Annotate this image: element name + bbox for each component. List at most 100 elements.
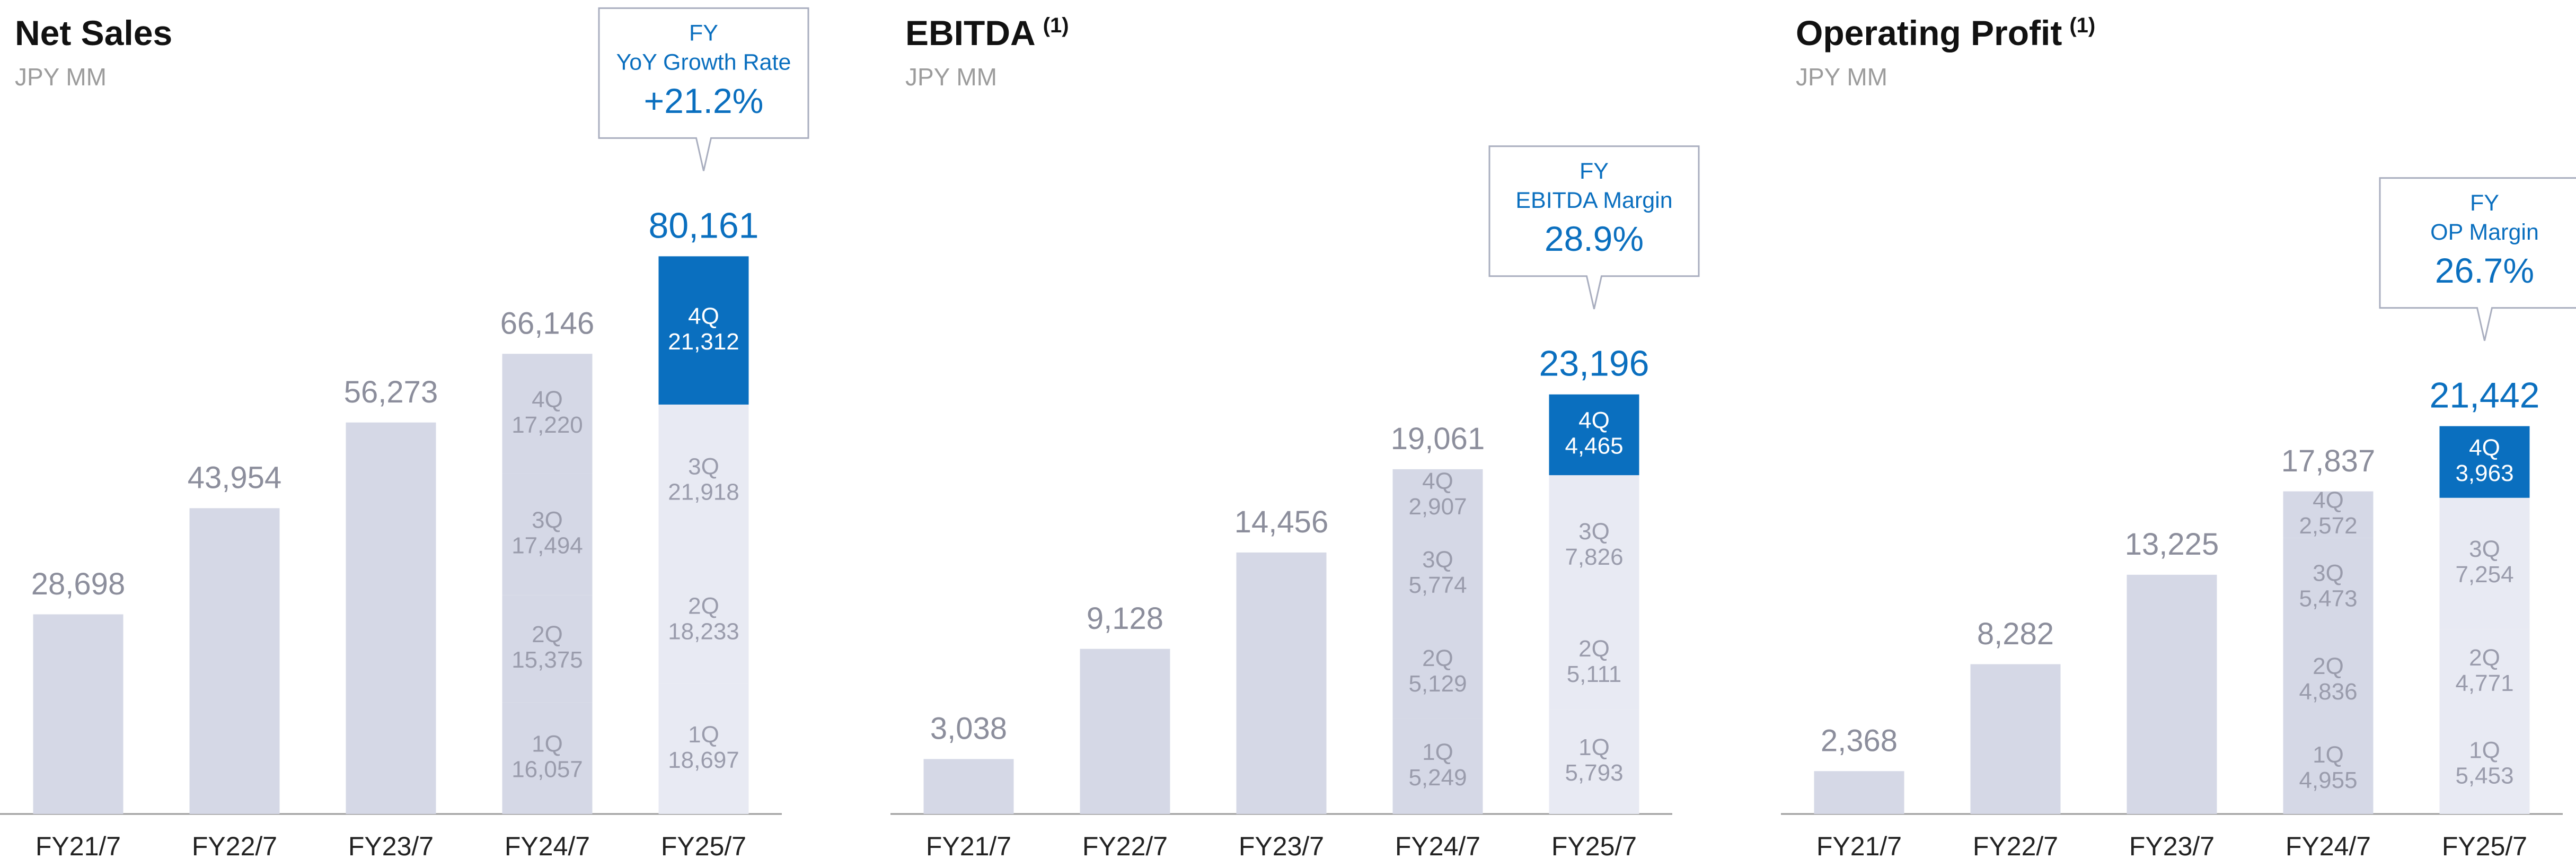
bar-segment: [1392, 469, 1483, 522]
x-tick-label: FY22/7: [1973, 831, 2058, 861]
segment-label: 4,465: [1565, 433, 1623, 459]
callout-box: [1488, 145, 1700, 310]
total-label: 56,273: [344, 375, 438, 409]
chart-title: Operating Profit (1): [1796, 13, 2095, 52]
bar-segment: [2439, 629, 2530, 715]
segment-label: 5,793: [1565, 760, 1623, 786]
total-label: 66,146: [500, 306, 594, 341]
bar-segment: [2439, 715, 2530, 814]
segment-label: 5,249: [1408, 765, 1467, 791]
bar-segment: [2283, 491, 2374, 538]
x-tick-label: FY24/7: [2286, 831, 2371, 861]
segment-name: 3Q: [2469, 536, 2500, 562]
total-label: 19,061: [1391, 422, 1485, 456]
x-tick-label: FY23/7: [2129, 831, 2215, 861]
bar-segment: [658, 684, 749, 814]
segment-label: 5,774: [1408, 572, 1467, 598]
callout-line: FY: [1580, 159, 1609, 184]
segment-label: 5,453: [2455, 763, 2513, 789]
segment-label: 5,111: [1567, 661, 1622, 687]
segment-label: 3,963: [2455, 460, 2513, 486]
x-tick-label: FY22/7: [192, 831, 277, 861]
callout-value: +21.2%: [644, 81, 764, 120]
segment-label: 17,220: [511, 412, 583, 438]
callout-line: YoY Growth Rate: [616, 50, 791, 75]
x-tick-label: FY25/7: [661, 831, 746, 861]
segment-name: 4Q: [2313, 487, 2344, 513]
bar-segment: [1549, 617, 1639, 710]
total-label: 17,837: [2281, 444, 2375, 478]
x-tick-label: FY23/7: [348, 831, 434, 861]
title-note: (1): [1043, 14, 1069, 37]
bar: [1970, 664, 2061, 814]
subtitle: JPY MM: [905, 63, 997, 91]
callout-line: EBITDA Margin: [1515, 188, 1672, 213]
bar-segment: [502, 702, 593, 814]
total-label: 13,225: [2125, 527, 2219, 562]
segment-name: 2Q: [532, 621, 563, 647]
bar-segment: [1549, 394, 1639, 476]
bar-segment: [658, 404, 749, 557]
segment-label: 16,057: [511, 756, 583, 782]
segment-name: 2Q: [1422, 645, 1453, 671]
chart-title: EBITDA (1): [905, 13, 1069, 52]
callout-value: 28.9%: [1545, 219, 1644, 258]
segment-name: 1Q: [2313, 742, 2344, 768]
bar-segment: [2439, 426, 2530, 498]
x-tick-label: FY23/7: [1239, 831, 1324, 861]
segment-name: 4Q: [688, 303, 719, 329]
chart-title: Net Sales: [15, 13, 172, 52]
bar-segment: [502, 474, 593, 595]
total-label: 3,038: [930, 712, 1007, 746]
segment-name: 1Q: [532, 731, 563, 757]
callout-box: [2379, 177, 2576, 341]
bar: [346, 422, 436, 814]
segment-label: 5,473: [2299, 585, 2357, 611]
bar-segment: [1392, 522, 1483, 626]
segment-name: 1Q: [688, 722, 719, 748]
title-text: EBITDA: [905, 13, 1036, 52]
bar-segment: [2283, 637, 2374, 724]
segment-label: 4,836: [2299, 679, 2357, 705]
bar-segment: [2283, 538, 2374, 637]
bar-segment: [2283, 724, 2374, 814]
segment-name: 3Q: [1578, 519, 1610, 545]
x-tick-label: FY21/7: [926, 831, 1011, 861]
chart-panel: EBITDA (1)JPY MMFY21/73,038FY22/79,128FY2…: [890, 13, 1700, 861]
total-label: 80,161: [649, 205, 759, 246]
x-tick-label: FY25/7: [1551, 831, 1637, 861]
callout-line: FY: [689, 21, 718, 46]
segment-name: 3Q: [1422, 547, 1453, 573]
segment-label: 2,907: [1408, 494, 1467, 520]
x-tick-label: FY22/7: [1082, 831, 1168, 861]
callout-line: OP Margin: [2430, 220, 2539, 245]
bar: [1236, 552, 1327, 814]
bar-segment: [1392, 719, 1483, 814]
segment-name: 4Q: [1422, 468, 1453, 494]
bar-segment: [1549, 709, 1639, 814]
bar: [33, 614, 123, 814]
bar-segment: [658, 256, 749, 405]
segment-name: 1Q: [1578, 734, 1610, 760]
total-label: 9,128: [1087, 601, 1163, 636]
segment-name: 1Q: [2469, 738, 2500, 764]
total-label: 21,442: [2430, 375, 2540, 416]
bar: [2127, 574, 2217, 814]
x-tick-label: FY21/7: [1816, 831, 1902, 861]
segment-name: 1Q: [1422, 739, 1453, 765]
segment-name: 2Q: [2469, 645, 2500, 671]
segment-name: 2Q: [2313, 653, 2344, 679]
chart-panel: Net Sales JPY MM FY21/7 28,698 FY22/7 43,954 F…: [0, 7, 809, 861]
segment-name: 2Q: [688, 593, 719, 619]
bar-segment: [502, 595, 593, 703]
segment-name: 4Q: [1578, 408, 1610, 434]
segment-label: 18,697: [668, 747, 739, 773]
callout-box: [598, 7, 809, 171]
bar-segment: [1549, 475, 1639, 617]
bar: [923, 759, 1014, 814]
callout-value: 26.7%: [2435, 251, 2534, 290]
total-label: 28,698: [31, 567, 125, 601]
segment-name: 3Q: [532, 507, 563, 533]
total-label: 23,196: [1539, 344, 1649, 384]
subtitle: JPY MM: [15, 63, 107, 91]
